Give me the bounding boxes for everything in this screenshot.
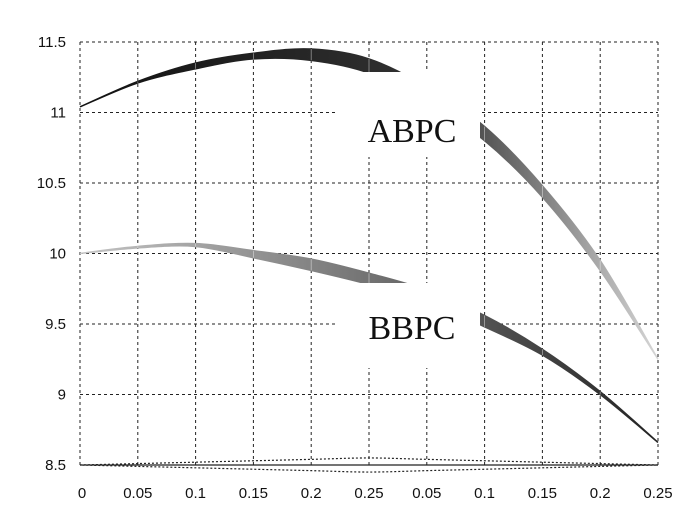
x-tick-label: 0.1 [185,485,206,502]
y-tick-label: 10 [49,246,66,263]
x-tick-label: 0.15 [239,485,268,502]
x-tick-label: 0.25 [643,485,672,502]
tick-layer: 0 0.05 0.1 0.15 0.2 0.25 0.05 0.1 0.15 0.2 0.25 8.5… [37,34,673,502]
x-tick-label: 0.1 [474,485,495,502]
annotation-box-bbpc [337,283,480,368]
y-tick-label: 11.5 [38,34,66,51]
annotation-bbpc: BBPC [369,310,456,347]
y-tick-label: 8.5 [45,457,66,474]
x-tick-label: 0.2 [590,485,611,502]
y-tick-label: 9.5 [45,316,66,333]
x-tick-label: 0.2 [301,485,322,502]
x-tick-label: 0.15 [528,485,557,502]
annotation-abpc: ABPC [368,113,457,150]
y-tick-label: 9 [58,387,66,404]
x-tick-label: 0 [78,485,86,502]
x-tick-label: 0.05 [123,485,152,502]
x-tick-label: 0.05 [412,485,441,502]
y-tick-label: 11 [50,105,66,122]
x-tick-label: 0.25 [354,485,383,502]
y-tick-label: 10.5 [37,175,66,192]
series-band-abpc [79,48,659,360]
annotation-box-abpc [337,72,480,157]
